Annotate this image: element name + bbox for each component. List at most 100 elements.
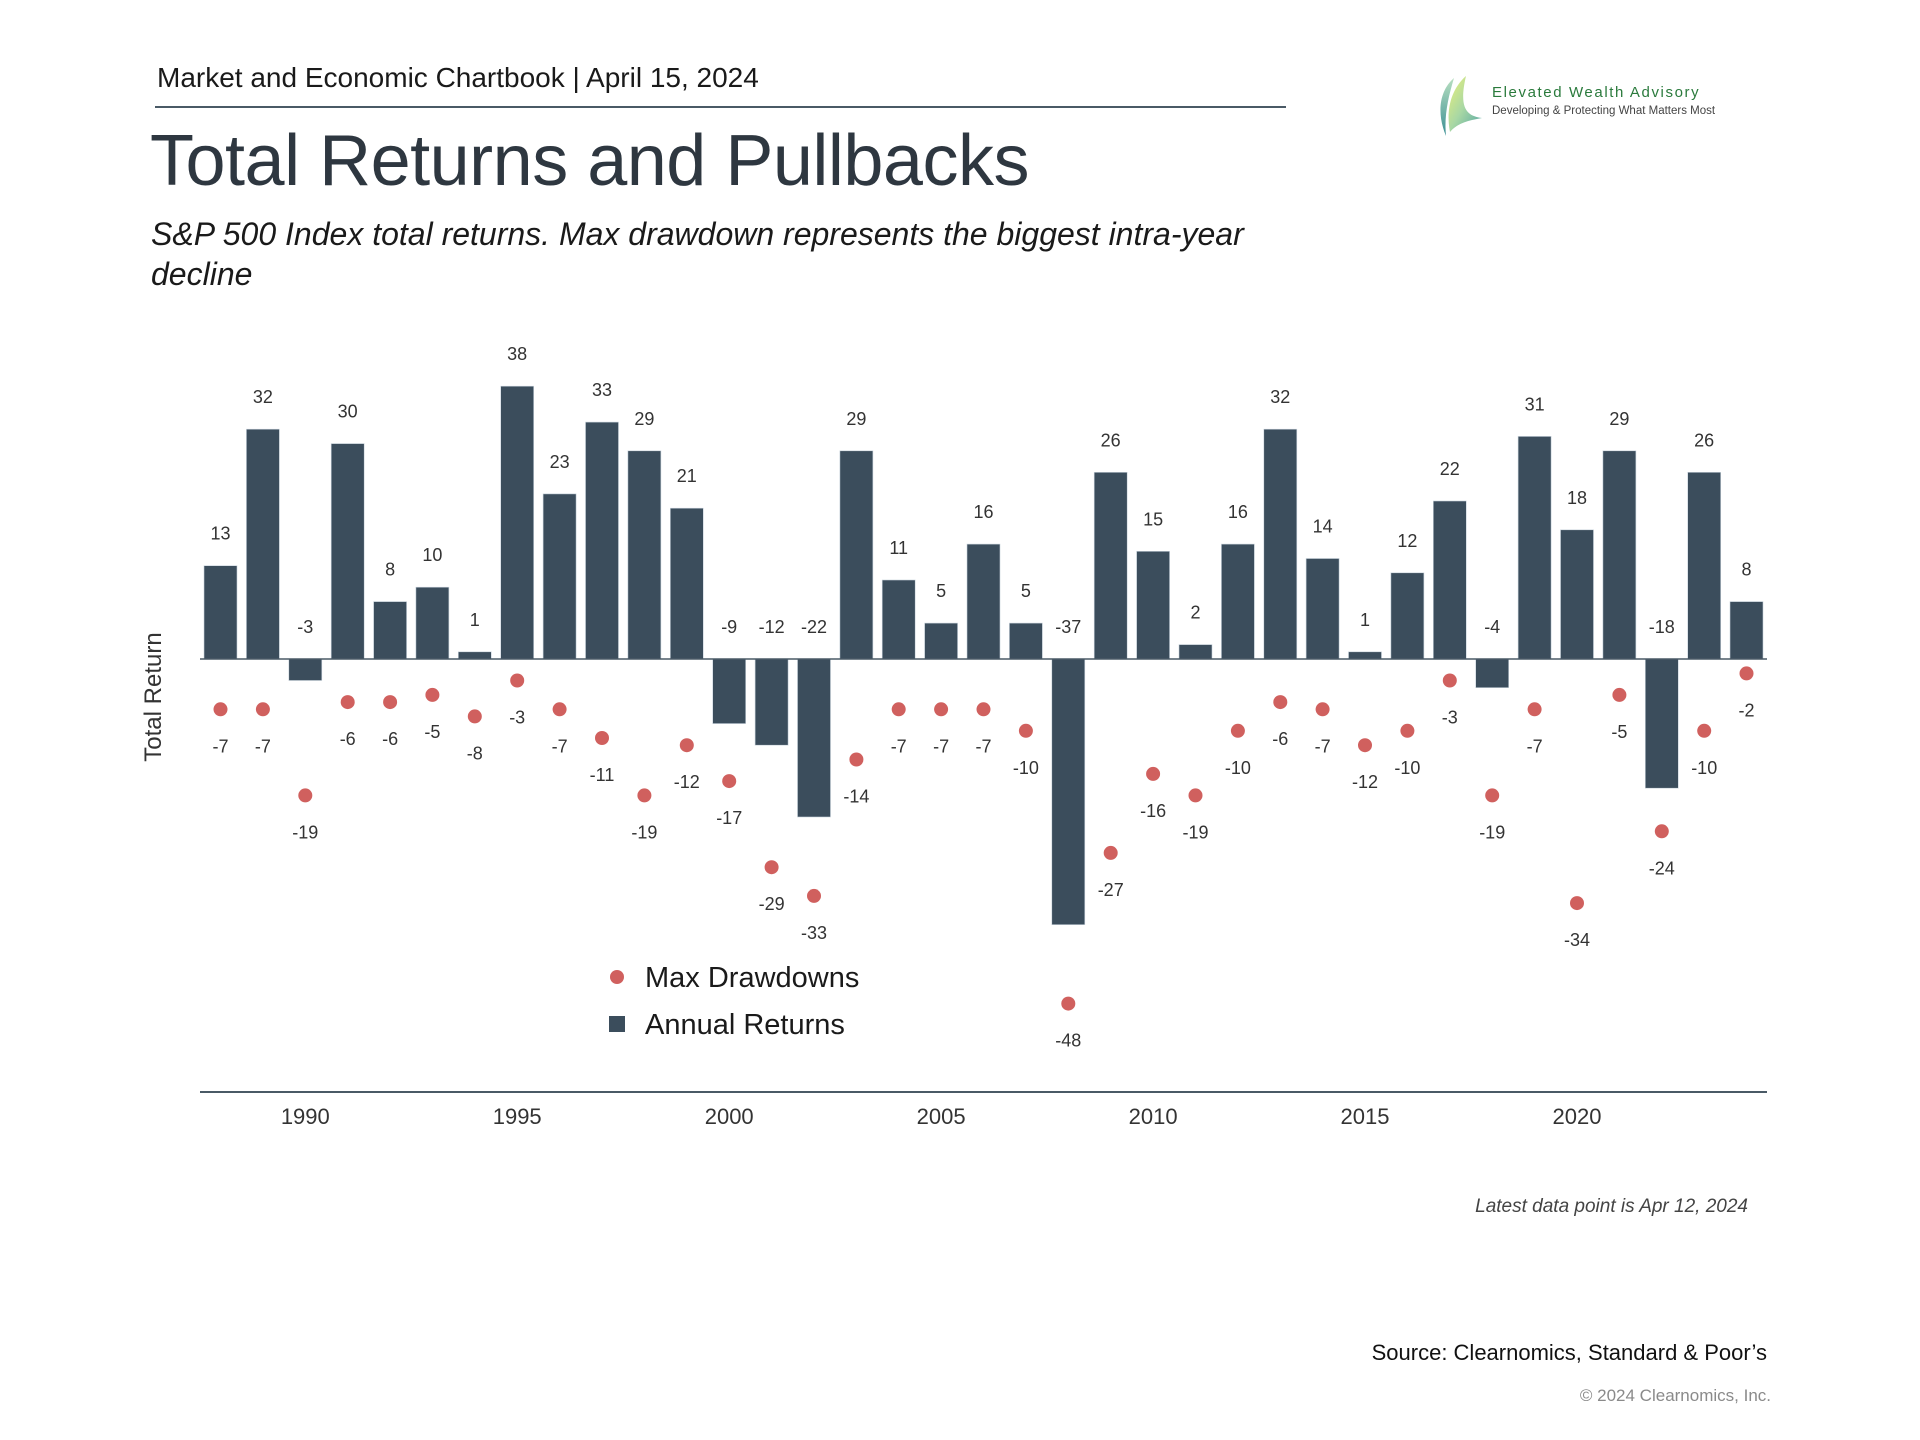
return-bar-2011 (1178, 644, 1213, 660)
return-label-1994: 1 (470, 610, 480, 630)
return-bar-2000 (712, 658, 747, 724)
drawdown-dot-1988 (213, 702, 228, 717)
legend-label-drawdowns: Max Drawdowns (645, 962, 859, 994)
return-label-2011: 2 (1190, 603, 1200, 623)
drawdown-dot-1995 (510, 673, 525, 688)
return-bar-2012 (1221, 543, 1255, 660)
return-bar-1988 (203, 565, 238, 660)
return-label-2005: 5 (936, 581, 946, 601)
y-axis-label: Total Return (140, 632, 167, 761)
return-bar-1991 (330, 443, 365, 660)
x-tick-2010: 2010 (1129, 1104, 1178, 1129)
drawdown-dot-2013 (1273, 695, 1288, 710)
drawdown-label-2018: -19 (1479, 822, 1505, 842)
page-title: Total Returns and Pullbacks (150, 121, 1029, 201)
legend-drawdown-dot-icon (610, 970, 624, 984)
return-label-2003: 29 (846, 409, 866, 429)
copyright-note: © 2024 Clearnomics, Inc. (1579, 1386, 1771, 1405)
return-bar-1996 (542, 493, 577, 660)
return-label-2013: 32 (1270, 387, 1290, 407)
x-tick-1995: 1995 (493, 1104, 542, 1129)
return-label-2004: 11 (889, 538, 908, 558)
return-label-2024: 8 (1741, 560, 1751, 580)
drawdown-dot-1994 (467, 709, 482, 724)
x-tick-2015: 2015 (1341, 1104, 1390, 1129)
dots-layer (213, 666, 1754, 1011)
return-bar-2015 (1348, 651, 1382, 660)
drawdown-dot-2011 (1188, 788, 1203, 803)
drawdown-label-1996: -7 (552, 736, 568, 756)
return-bar-1995 (500, 385, 535, 660)
return-bar-2002 (797, 658, 831, 818)
drawdown-label-2012: -10 (1225, 758, 1251, 778)
drawdown-dot-2004 (891, 702, 906, 717)
drawdown-dot-2023 (1697, 723, 1712, 738)
drawdown-label-1989: -7 (255, 736, 271, 756)
drawdown-dot-2018 (1485, 788, 1500, 803)
return-label-2019: 31 (1525, 394, 1545, 414)
drawdown-dot-2009 (1103, 845, 1118, 860)
return-label-1998: 29 (634, 409, 654, 429)
drawdown-dot-2010 (1146, 766, 1161, 781)
drawdown-dot-1999 (679, 738, 694, 753)
drawdown-label-2006: -7 (975, 736, 991, 756)
return-label-1992: 8 (385, 560, 395, 580)
return-bar-2014 (1305, 558, 1340, 660)
drawdown-label-1997: -11 (590, 765, 615, 785)
return-label-2015: 1 (1360, 610, 1370, 630)
return-bar-1990 (288, 658, 323, 681)
drawdown-dot-2005 (934, 702, 949, 717)
return-label-1991: 30 (338, 402, 358, 422)
drawdown-label-2001: -29 (759, 894, 785, 914)
drawdown-label-2010: -16 (1140, 801, 1166, 821)
return-label-2002: -22 (801, 617, 827, 637)
return-bar-1993 (415, 586, 450, 660)
drawdown-dot-1991 (340, 695, 355, 710)
chart-legend: Max Drawdowns Annual Returns (609, 962, 859, 1041)
drawdown-dot-1996 (552, 702, 567, 717)
return-bar-2003 (839, 450, 874, 660)
return-label-1989: 32 (253, 387, 273, 407)
logo-company-name: Elevated Wealth Advisory (1492, 84, 1701, 101)
return-bar-2006 (966, 543, 1001, 660)
drawdown-label-1992: -6 (382, 729, 398, 749)
drawdown-label-2014: -7 (1315, 736, 1331, 756)
chartbook-header: Market and Economic Chartbook | April 15… (157, 62, 759, 93)
return-label-1999: 21 (677, 466, 697, 486)
drawdown-dot-2022 (1654, 824, 1669, 839)
return-bar-2021 (1602, 450, 1637, 660)
return-label-2000: -9 (721, 617, 737, 637)
drawdown-label-1998: -19 (631, 822, 657, 842)
drawdown-dot-2020 (1570, 896, 1584, 911)
return-bar-2013 (1263, 428, 1298, 660)
return-bar-2010 (1136, 550, 1170, 660)
return-label-2007: 5 (1021, 581, 1031, 601)
bars-layer (203, 385, 1764, 926)
return-bar-2005 (924, 622, 958, 660)
drawdown-label-2020: -34 (1564, 930, 1590, 950)
drawdown-dot-2012 (1230, 723, 1245, 738)
return-bar-2024 (1729, 601, 1764, 660)
return-label-2010: 15 (1143, 509, 1163, 529)
return-label-2001: -12 (759, 617, 785, 637)
drawdown-dot-2008 (1061, 996, 1076, 1011)
drawdown-dot-2021 (1612, 687, 1627, 702)
drawdown-dot-1989 (255, 702, 270, 717)
drawdown-label-2022: -24 (1649, 858, 1675, 878)
drawdown-dot-1992 (383, 695, 398, 710)
drawdown-dot-2000 (722, 774, 737, 789)
latest-data-note: Latest data point is Apr 12, 2024 (1475, 1196, 1748, 1217)
return-bar-1999 (669, 507, 704, 660)
return-bar-2016 (1390, 572, 1425, 660)
drawdown-label-1994: -8 (467, 743, 483, 763)
x-tick-2005: 2005 (917, 1104, 966, 1129)
x-axis-ticks: 1990 1995 2000 2005 2010 2015 2020 (281, 1104, 1602, 1129)
drawdown-label-1995: -3 (509, 708, 525, 728)
return-label-2009: 26 (1101, 430, 1121, 450)
drawdown-dot-1990 (298, 788, 313, 803)
x-tick-1990: 1990 (281, 1104, 330, 1129)
drawdown-label-2011: -19 (1182, 822, 1208, 842)
return-label-2018: -4 (1484, 617, 1500, 637)
return-bar-2023 (1687, 471, 1721, 660)
